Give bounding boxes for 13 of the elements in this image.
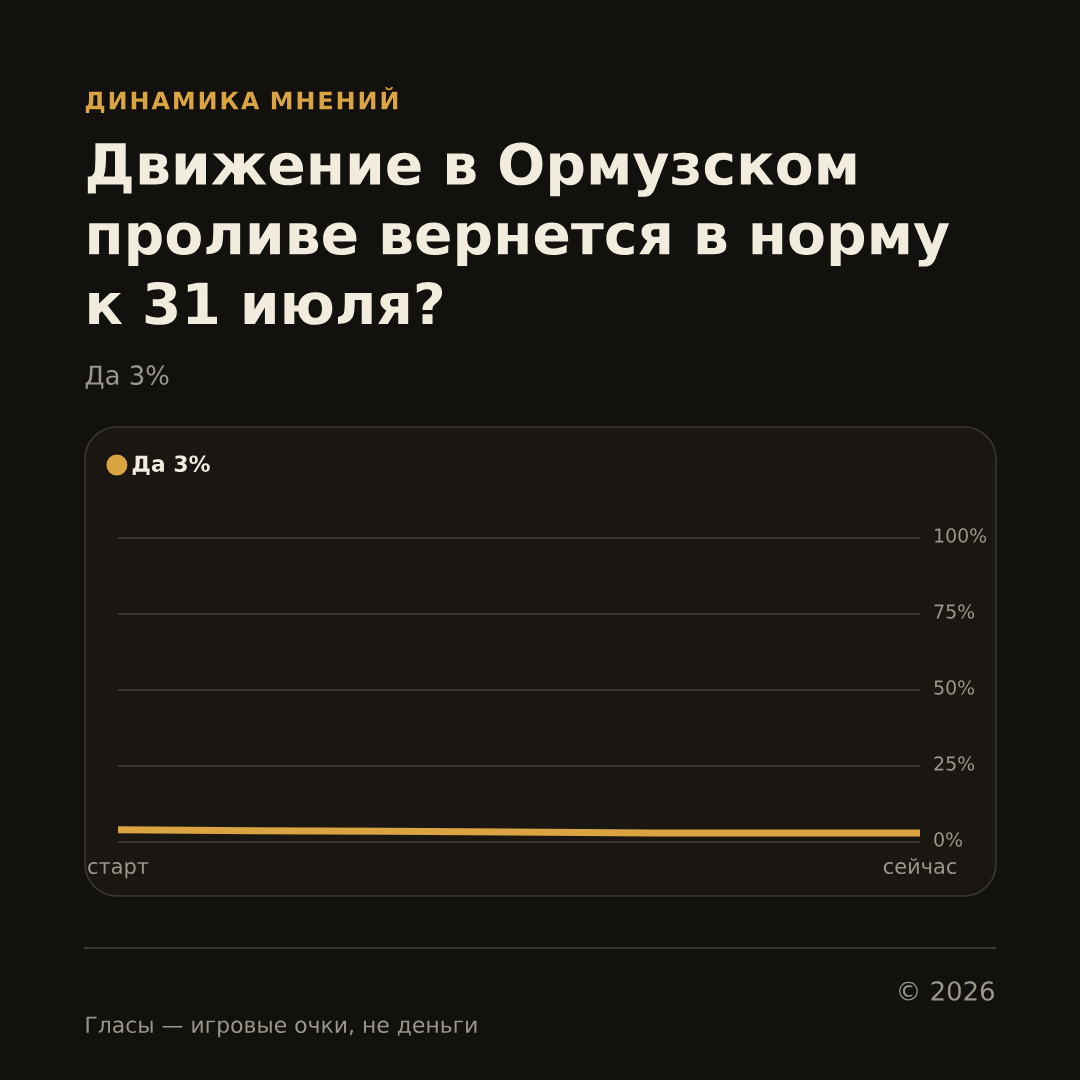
y-tick-label: 50%: [934, 680, 975, 695]
y-tick-label: 100%: [935, 528, 987, 543]
chart-subtitle: Да 3%: [85, 365, 169, 389]
text: ДИНАМИКА МНЕНИЙ: [85, 87, 398, 113]
y-tick-label: 0%: [934, 832, 963, 847]
chart-title: Движение в Ормузском проливе вернется в норму к 31 июля?: [87, 142, 950, 325]
y-tick-label: 75%: [934, 604, 975, 619]
text: Гласы — игровые очки, не деньги: [86, 1016, 477, 1038]
x-tick-label: сейчас: [883, 857, 957, 875]
y-tick-label: 25%: [934, 756, 975, 771]
legend-label: Да 3%: [132, 455, 210, 476]
text: © 2026: [899, 981, 994, 1001]
x-tick-label: старт: [88, 862, 149, 879]
